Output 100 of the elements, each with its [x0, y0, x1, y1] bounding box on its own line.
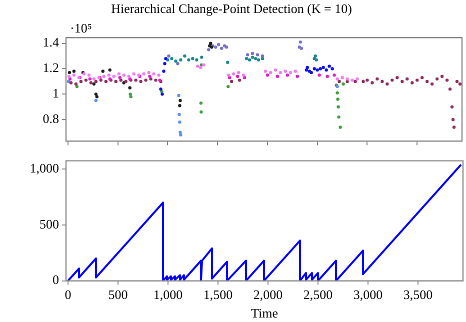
point	[94, 92, 98, 96]
point	[370, 81, 374, 84]
point	[296, 74, 300, 78]
point	[176, 62, 180, 66]
point	[264, 70, 268, 73]
point	[69, 81, 73, 84]
point	[238, 78, 242, 82]
point	[362, 80, 365, 84]
point	[104, 80, 108, 84]
point	[226, 74, 230, 77]
point	[87, 74, 91, 77]
point	[200, 110, 203, 114]
point	[336, 98, 340, 101]
point	[183, 54, 186, 58]
point	[236, 70, 240, 74]
point	[95, 95, 99, 98]
point	[68, 70, 72, 74]
point	[127, 74, 130, 78]
point	[178, 104, 182, 108]
point	[66, 80, 70, 84]
point	[420, 76, 424, 80]
point	[214, 46, 218, 49]
point	[226, 84, 230, 88]
point	[260, 56, 264, 60]
point	[177, 94, 180, 98]
point	[322, 66, 325, 70]
point	[236, 74, 240, 78]
point	[199, 101, 203, 105]
point	[256, 58, 260, 62]
point	[266, 74, 270, 77]
point	[328, 64, 331, 68]
x-tick-label: 3,500	[403, 287, 433, 302]
point	[435, 77, 439, 81]
point	[162, 70, 166, 73]
y-tick-label: 1.2	[42, 60, 59, 76]
point	[340, 76, 344, 80]
point	[119, 78, 122, 82]
point	[336, 77, 339, 81]
point	[330, 67, 334, 70]
point	[196, 64, 200, 68]
point	[336, 105, 340, 108]
point	[88, 77, 92, 81]
point	[416, 78, 419, 82]
point	[72, 70, 76, 73]
point	[144, 78, 148, 82]
y-tick-label: 1.4	[42, 34, 60, 50]
point	[326, 74, 329, 78]
point	[386, 82, 389, 86]
chart-title: Hierarchical Change-Point Detection (K = 10)	[111, 1, 352, 16]
point	[178, 130, 182, 134]
point	[114, 80, 118, 84]
point	[455, 80, 459, 84]
x-tick-label: 3,000	[353, 287, 383, 302]
point	[128, 92, 132, 96]
point	[458, 82, 462, 86]
point	[232, 72, 236, 76]
point	[178, 98, 182, 102]
point	[356, 77, 359, 81]
point	[342, 82, 345, 86]
point	[250, 56, 254, 59]
point	[448, 87, 452, 91]
point	[318, 74, 321, 77]
point	[84, 78, 88, 82]
point	[338, 80, 341, 84]
point	[179, 133, 182, 136]
point	[336, 91, 339, 94]
point	[163, 62, 166, 66]
point	[338, 126, 342, 129]
point	[445, 78, 449, 82]
point	[200, 56, 204, 59]
point	[129, 95, 132, 98]
point	[425, 80, 429, 84]
x-tick-label: 1,000	[153, 287, 183, 302]
y-tick-label: 1	[52, 86, 59, 101]
point	[346, 77, 349, 81]
point	[217, 42, 220, 46]
x-tick-label: 1,500	[203, 287, 233, 302]
point	[94, 98, 98, 102]
point	[314, 54, 317, 58]
x-tick-label: 500	[108, 287, 128, 302]
point	[230, 80, 234, 84]
point	[284, 70, 288, 73]
point	[108, 68, 112, 72]
point	[298, 40, 302, 44]
point	[79, 80, 83, 84]
point	[142, 72, 146, 76]
point	[157, 74, 160, 77]
point	[149, 77, 152, 81]
point	[440, 74, 444, 78]
point	[117, 72, 120, 76]
point	[178, 112, 181, 116]
point	[256, 53, 260, 56]
point	[316, 68, 319, 72]
point	[92, 77, 96, 81]
point	[410, 81, 414, 84]
point	[324, 68, 328, 72]
point	[139, 80, 142, 84]
point	[400, 80, 404, 84]
point	[167, 54, 170, 58]
point	[72, 74, 76, 77]
